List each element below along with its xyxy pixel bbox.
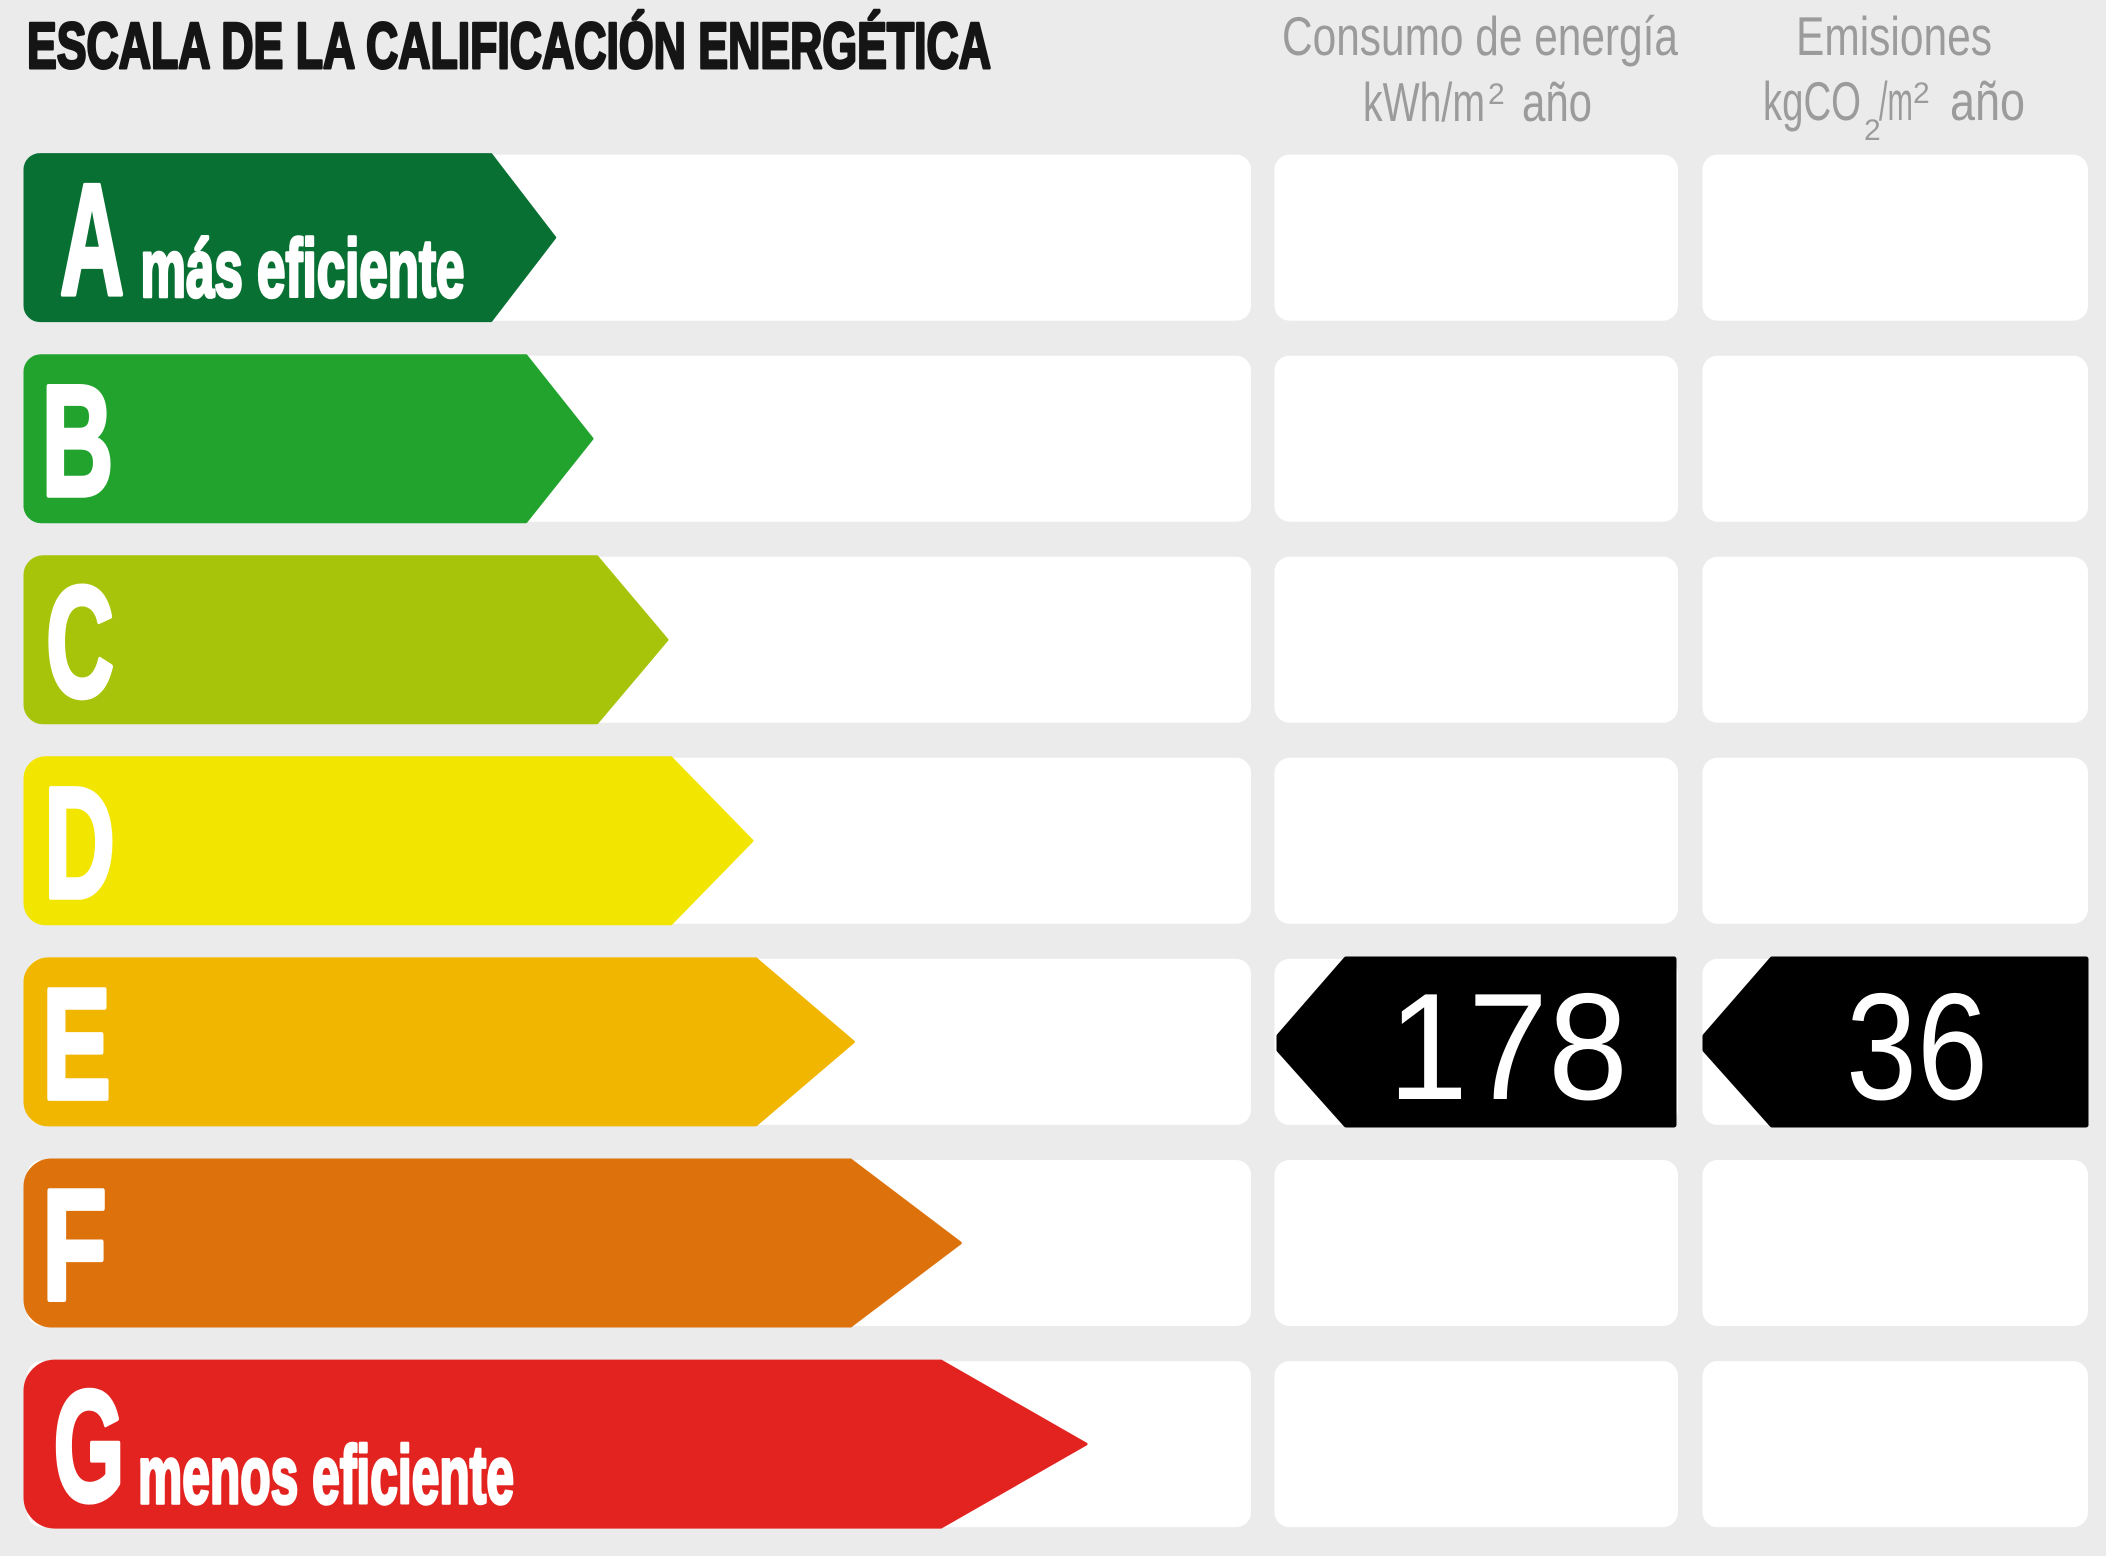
svg-text:2: 2 <box>1488 78 1505 111</box>
svg-text:178: 178 <box>1388 962 1628 1132</box>
svg-text:2: 2 <box>1864 114 1881 147</box>
svg-text:año: año <box>1950 70 2025 132</box>
svg-text:Emisiones: Emisiones <box>1796 5 1992 67</box>
svg-text:E: E <box>42 956 111 1132</box>
svg-text:menos eficiente: menos eficiente <box>138 1430 514 1521</box>
svg-text:/m: /m <box>1879 70 1913 132</box>
svg-text:A: A <box>60 152 124 328</box>
svg-text:ESCALA DE LA CALIFICACIÓN ENER: ESCALA DE LA CALIFICACIÓN ENERGÉTICA <box>27 9 991 82</box>
svg-text:36: 36 <box>1846 962 1988 1132</box>
svg-text:Consumo de energía: Consumo de energía <box>1282 5 1678 67</box>
svg-text:C: C <box>46 554 114 730</box>
svg-text:B: B <box>42 353 114 529</box>
svg-text:F: F <box>42 1158 107 1334</box>
svg-text:G: G <box>54 1359 125 1535</box>
svg-text:más eficiente: más eficiente <box>141 224 465 315</box>
svg-text:kgCO: kgCO <box>1763 70 1861 132</box>
svg-text:kWh/m: kWh/m <box>1363 71 1485 133</box>
svg-text:año: año <box>1522 71 1592 133</box>
svg-text:D: D <box>44 755 115 931</box>
svg-text:2: 2 <box>1913 77 1930 110</box>
